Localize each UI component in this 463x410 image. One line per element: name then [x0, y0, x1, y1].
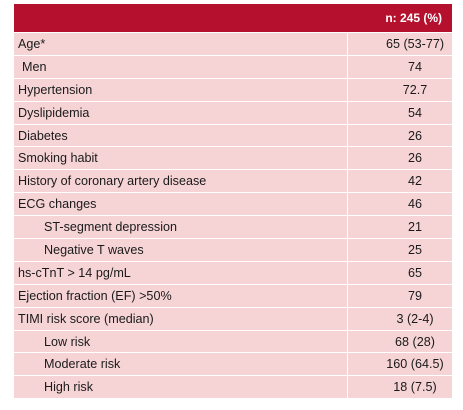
row-label: TIMI risk score (median) — [14, 307, 348, 330]
row-value: 18 (7.5) — [393, 380, 437, 395]
row-label: Ejection fraction (EF) >50% — [14, 284, 348, 307]
row-value: 72.7 — [402, 82, 428, 97]
row-label: History of coronary artery disease — [14, 170, 348, 193]
row-label: Moderate risk — [14, 353, 348, 376]
characteristics-table: n: 245 (%) Age* 65 (53-77) Men 74 Hypertensi… — [14, 4, 452, 399]
row-label: ST-segment depression — [14, 216, 348, 239]
row-value: 21 — [407, 220, 422, 235]
row-value: 3 (2-4) — [396, 311, 434, 326]
table-row: Negative T waves 25 — [14, 238, 452, 261]
row-label: Dyslipidemia — [14, 101, 348, 124]
row-value: 65 — [407, 265, 422, 280]
row-label: hs-cTnT > 14 pg/mL — [14, 261, 348, 284]
row-label: ECG changes — [14, 193, 348, 216]
header-value: n: 245 (%) — [385, 11, 442, 25]
table-row: High risk 18 (7.5) — [14, 375, 452, 399]
table-row: ST-segment depression 21 — [14, 215, 452, 239]
row-value: 68 (28) — [395, 334, 435, 349]
table-row: Moderate risk 160 (64.5) — [14, 352, 452, 376]
row-value: 74 — [407, 59, 422, 74]
row-value: 160 (64.5) — [386, 357, 444, 372]
row-value: 42 — [407, 174, 422, 189]
row-value: 54 — [407, 105, 422, 120]
table-row: Diabetes 26 — [14, 123, 452, 147]
row-label: High risk — [14, 376, 348, 399]
row-value: 46 — [407, 197, 422, 212]
row-value: 26 — [407, 128, 422, 143]
row-value: 65 (53-77) — [385, 36, 445, 51]
table-row: Men 74 — [14, 54, 452, 78]
table-row: TIMI risk score (median) 3 (2-4) — [14, 306, 452, 330]
table-row: Low risk 68 (28) — [14, 329, 452, 353]
row-label: Age* — [14, 33, 348, 55]
row-label: Diabetes — [14, 124, 348, 147]
table-row: hs-cTnT > 14 pg/mL 65 — [14, 260, 452, 284]
row-value: 26 — [407, 151, 422, 166]
table-row: Hypertension 72.7 — [14, 77, 452, 101]
row-label: Low risk — [14, 330, 348, 353]
row-label: Hypertension — [14, 78, 348, 101]
table-row: Age* 65 (53-77) — [14, 32, 452, 55]
row-label: Negative T waves — [14, 239, 348, 261]
table-row: Smoking habit 26 — [14, 146, 452, 170]
table-row: History of coronary artery disease 42 — [14, 169, 452, 193]
row-value: 25 — [407, 242, 422, 257]
table-row: Dyslipidemia 54 — [14, 100, 452, 124]
table-row: Ejection fraction (EF) >50% 79 — [14, 283, 452, 307]
table-body: Age* 65 (53-77) Men 74 Hypertension 72.7 Dysli… — [14, 32, 452, 399]
row-label: Men — [14, 55, 348, 78]
table-row: ECG changes 46 — [14, 192, 452, 216]
row-label: Smoking habit — [14, 147, 348, 170]
row-value: 79 — [407, 288, 422, 303]
table-header: n: 245 (%) — [14, 4, 452, 32]
